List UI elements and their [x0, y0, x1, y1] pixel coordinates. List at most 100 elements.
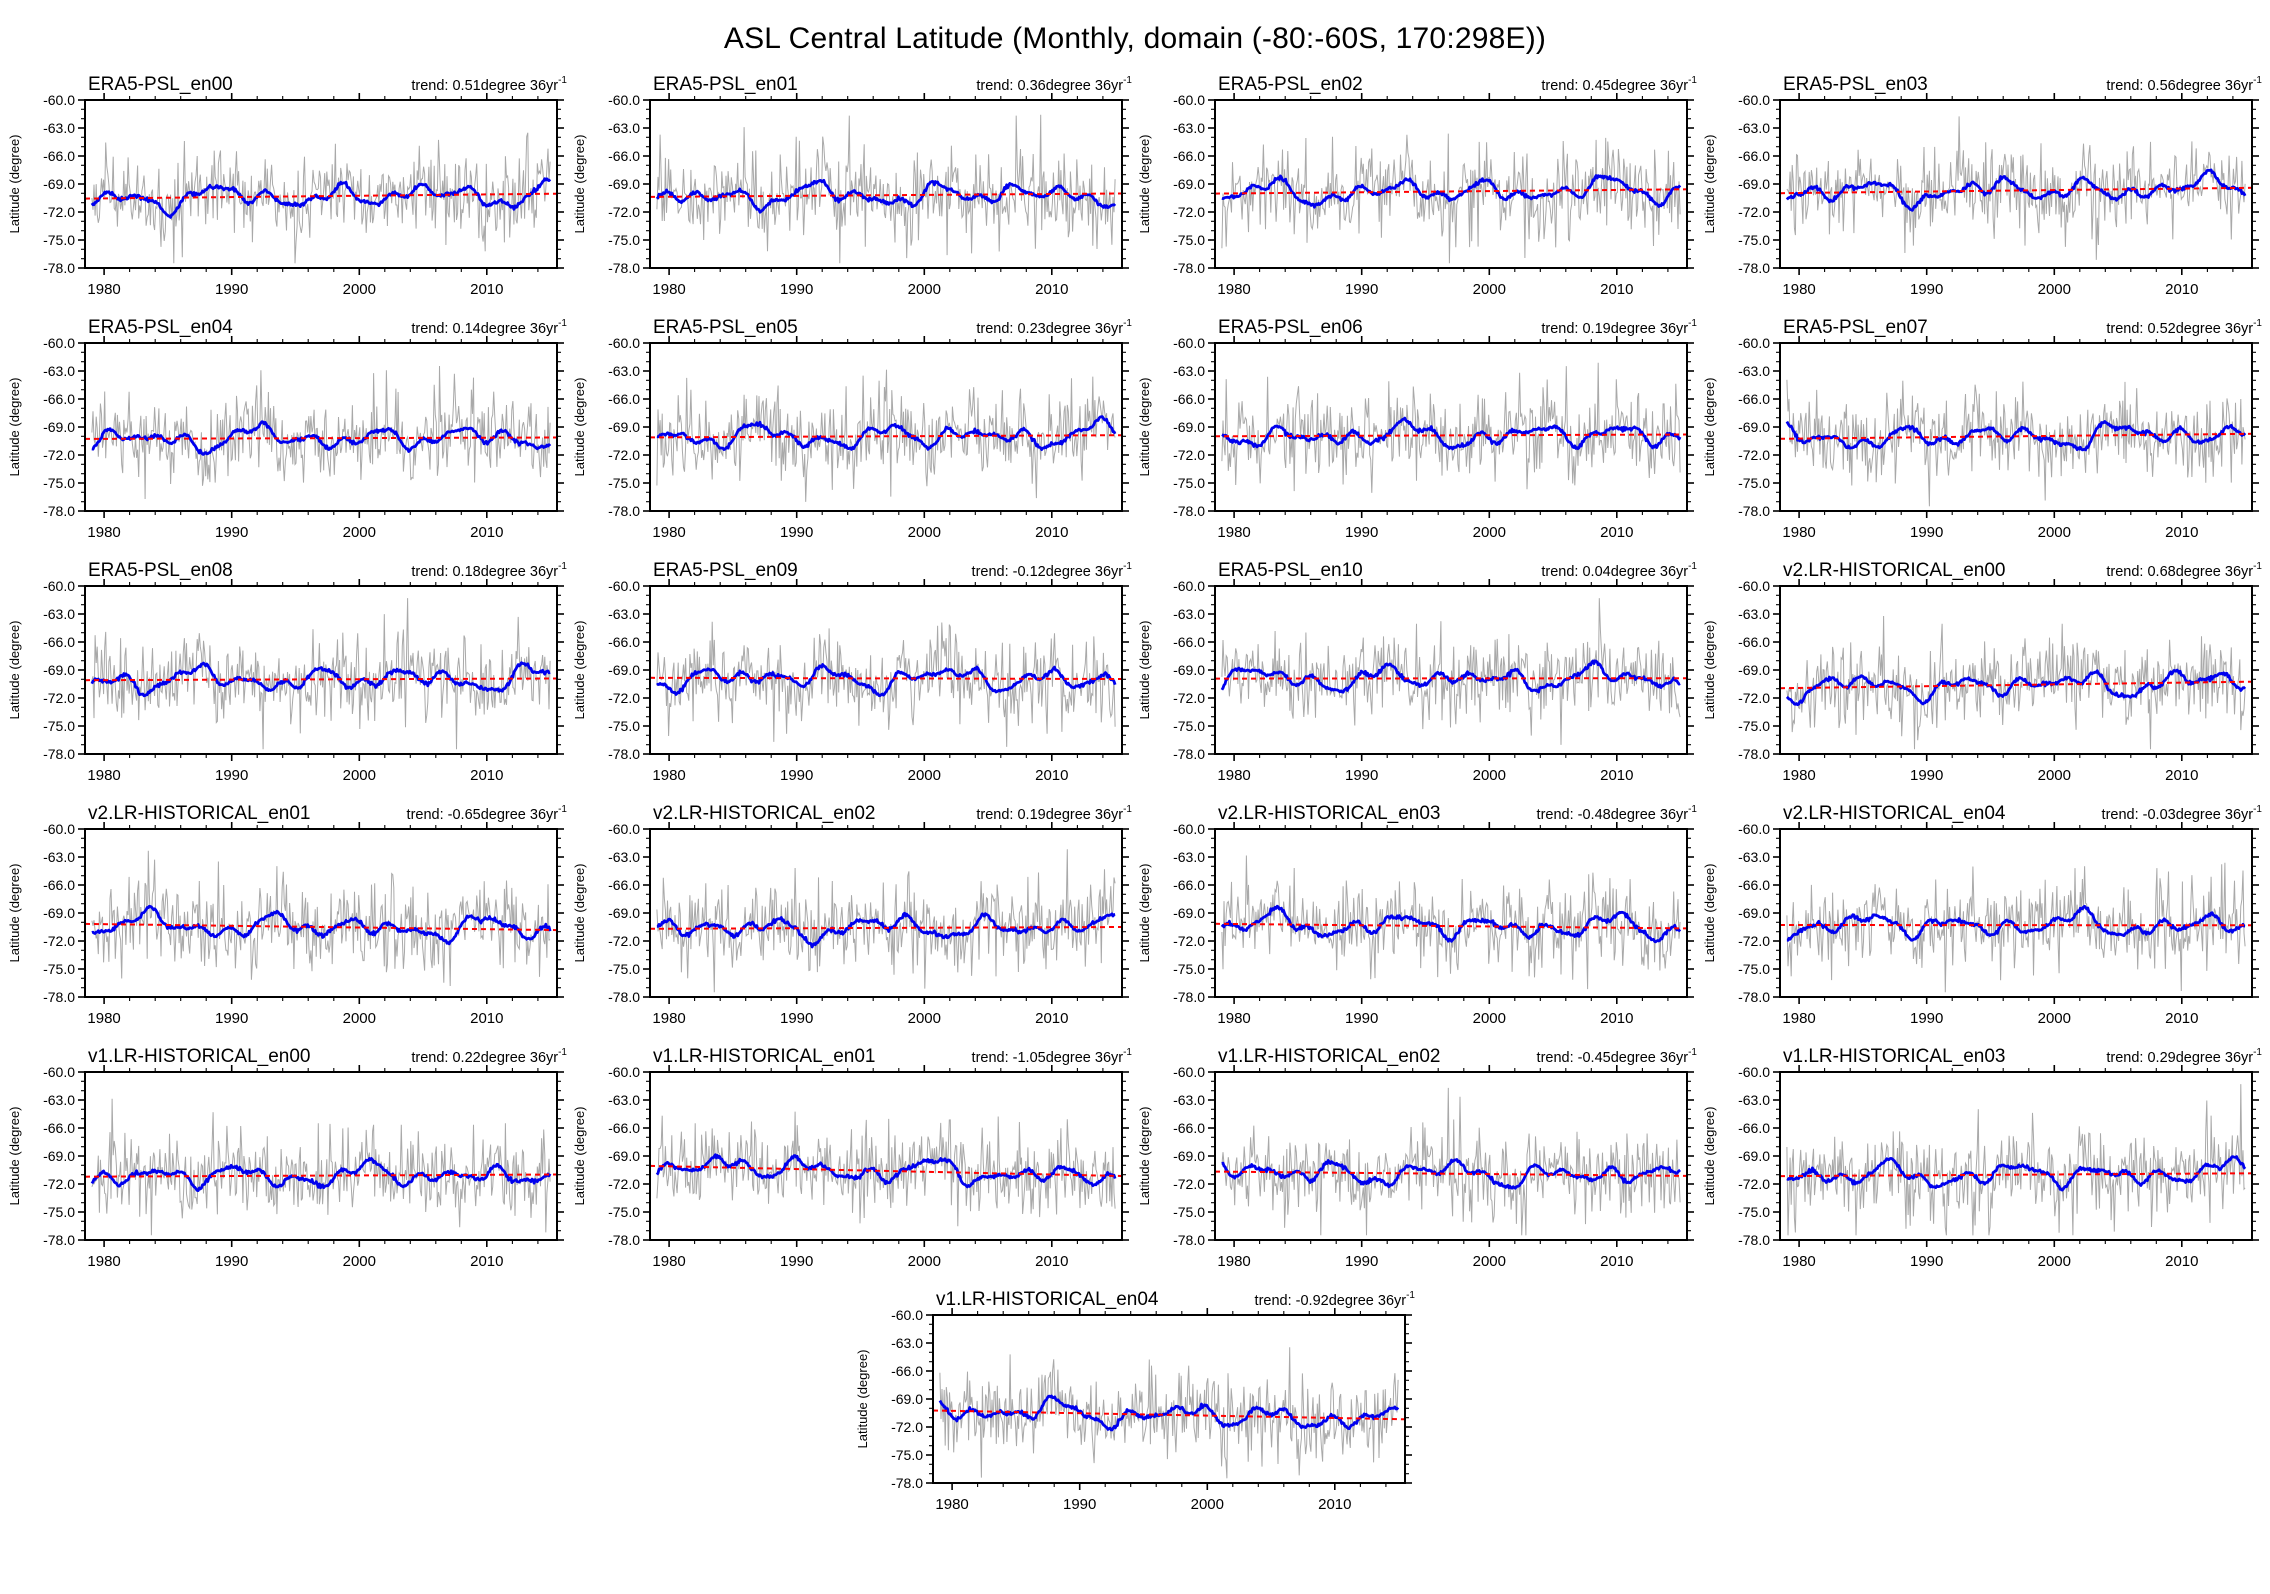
y-tick-label: -66.0 [608, 148, 640, 164]
x-tick-label: 1990 [215, 1253, 248, 1270]
trend-superscript: -1 [1406, 1290, 1415, 1301]
trend-line [649, 676, 1123, 680]
y-tick-label: -78.0 [1738, 503, 1770, 519]
y-tick-label: -66.0 [43, 148, 75, 164]
x-tick-label: 1990 [780, 281, 813, 298]
axis-ticks [643, 579, 1129, 761]
trend-superscript: -1 [1123, 1047, 1132, 1058]
x-tick-label: 2000 [908, 524, 941, 541]
axis-ticks [78, 1065, 564, 1247]
y-tick-label: -78.0 [608, 503, 640, 519]
plot-frame [649, 828, 1123, 998]
axis-ticks [643, 93, 1129, 275]
x-tick-label: 2010 [1600, 1010, 1633, 1027]
panel-title: v1.LR-HISTORICAL_en04 [936, 1289, 1159, 1310]
x-tick-label: 2010 [1035, 1253, 1068, 1270]
trend-superscript: -1 [1688, 804, 1697, 815]
x-tick-label: 1980 [1782, 1010, 1815, 1027]
y-tick-label: -72.0 [1173, 690, 1205, 706]
panel-chart: -60.0 -63.0 -66.0 -69.0 -72.0 -75.0 -78.0 1980 1… [1137, 803, 1697, 1027]
monthly-line [1786, 116, 2246, 260]
y-tick-label: -66.0 [1173, 391, 1205, 407]
panel-chart: -60.0 -63.0 -66.0 -69.0 -72.0 -75.0 -78.0 1980 1… [572, 317, 1132, 541]
trend-superscript: -1 [558, 318, 567, 329]
x-tick-label: 2010 [1035, 524, 1068, 541]
y-tick-label: -63.0 [608, 849, 640, 865]
y-tick-label: -60.0 [1738, 821, 1770, 837]
x-tick-label: 1980 [1217, 524, 1250, 541]
x-tick-label: 1990 [215, 281, 248, 298]
y-tick-label: -69.0 [43, 176, 75, 192]
trend-text: trend: 0.56degree 36yr [2106, 78, 2253, 94]
y-tick-label: -75.0 [1173, 1204, 1205, 1220]
y-tick-label: -78.0 [1738, 746, 1770, 762]
panel-title: v2.LR-HISTORICAL_en02 [653, 803, 875, 824]
panel-chart: -60.0 -63.0 -66.0 -69.0 -72.0 -75.0 -78.0 1980 1… [1137, 1046, 1697, 1270]
y-axis-title: Latitude (degree) [1137, 620, 1152, 719]
x-tick-label: 1980 [1782, 524, 1815, 541]
axis-ticks [1773, 336, 2259, 518]
x-tick-label: 2000 [343, 767, 376, 784]
x-tick-label: 1980 [1782, 281, 1815, 298]
y-tick-label: -69.0 [608, 419, 640, 435]
y-tick-label: -75.0 [43, 232, 75, 248]
smoothed-line [1786, 904, 2246, 942]
monthly-line [91, 598, 551, 750]
plot-frame [84, 1071, 558, 1241]
y-tick-label: -78.0 [43, 1232, 75, 1248]
trend-superscript: -1 [1123, 561, 1132, 572]
y-tick-label: -60.0 [43, 821, 75, 837]
x-tick-label: 2010 [470, 1253, 503, 1270]
smoothed-line [655, 1153, 1117, 1189]
y-tick-label: -78.0 [1173, 989, 1205, 1005]
y-tick-label: -75.0 [43, 718, 75, 734]
y-tick-label: -69.0 [1738, 905, 1770, 921]
trend-line [1779, 432, 2253, 440]
y-tick-label: -60.0 [43, 92, 75, 108]
y-tick-label: -75.0 [1738, 718, 1770, 734]
x-tick-label: 1980 [652, 524, 685, 541]
trend-label: trend: 0.52degree 36yr-1 [2106, 318, 2262, 337]
y-tick-label: -75.0 [43, 1204, 75, 1220]
axis-ticks [1773, 822, 2259, 1004]
axis-ticks [643, 1065, 1129, 1247]
trend-line [84, 192, 558, 200]
trend-label: trend: 0.23degree 36yr-1 [976, 318, 1132, 337]
x-tick-label: 2010 [1035, 767, 1068, 784]
y-tick-label: -69.0 [608, 905, 640, 921]
panel-chart: -60.0 -63.0 -66.0 -69.0 -72.0 -75.0 -78.0 1980 1… [7, 560, 567, 784]
y-tick-label: -69.0 [43, 419, 75, 435]
y-tick-label: -72.0 [891, 1419, 923, 1435]
trend-text: trend: 0.04degree 36yr [1541, 564, 1688, 580]
y-tick-label: -72.0 [608, 447, 640, 463]
x-tick-label: 1990 [1910, 281, 1943, 298]
trend-text: trend: -0.92degree 36yr [1254, 1293, 1406, 1309]
y-axis-title: Latitude (degree) [7, 1106, 22, 1205]
axis-ticks [643, 336, 1129, 518]
y-tick-label: -60.0 [43, 578, 75, 594]
trend-label: trend: 0.36degree 36yr-1 [976, 75, 1132, 94]
x-tick-label: 1990 [215, 767, 248, 784]
y-axis-title: Latitude (degree) [7, 620, 22, 719]
y-axis-title: Latitude (degree) [572, 863, 587, 962]
axis-ticks [78, 336, 564, 518]
trend-text: trend: 0.19degree 36yr [976, 807, 1123, 823]
y-tick-label: -60.0 [1738, 335, 1770, 351]
monthly-line [656, 849, 1116, 993]
y-tick-label: -63.0 [608, 363, 640, 379]
trend-line [1779, 186, 2253, 195]
y-tick-label: -63.0 [1173, 120, 1205, 136]
trend-label: trend: -0.03degree 36yr-1 [2102, 804, 2263, 823]
trend-label: trend: 0.04degree 36yr-1 [1541, 561, 1697, 580]
panel-chart: -60.0 -63.0 -66.0 -69.0 -72.0 -75.0 -78.0 1980 1… [7, 803, 567, 1027]
trend-label: trend: 0.51degree 36yr-1 [411, 75, 567, 94]
x-tick-label: 1980 [1217, 281, 1250, 298]
y-tick-label: -72.0 [43, 1176, 75, 1192]
y-tick-label: -63.0 [1738, 1092, 1770, 1108]
trend-label: trend: -0.12degree 36yr-1 [972, 561, 1133, 580]
y-tick-label: -72.0 [1738, 1176, 1770, 1192]
x-tick-label: 2000 [2038, 1010, 2071, 1027]
x-tick-label: 1980 [935, 1496, 968, 1513]
x-tick-label: 2000 [1473, 1253, 1506, 1270]
y-tick-label: -60.0 [1738, 1064, 1770, 1080]
